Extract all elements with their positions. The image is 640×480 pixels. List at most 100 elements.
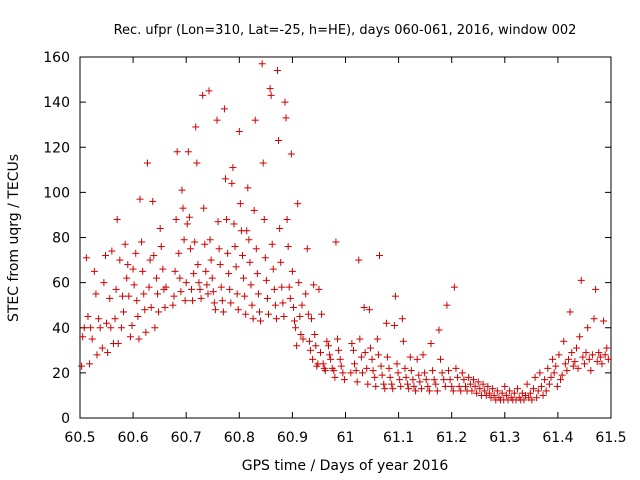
- plot-area-border: [79, 56, 612, 419]
- data-point: [452, 364, 460, 372]
- data-point: [481, 387, 489, 395]
- data-point: [506, 387, 514, 395]
- data-point: [363, 364, 371, 372]
- data-point: [335, 346, 343, 354]
- y-tick-label: 80: [52, 231, 70, 247]
- data-point: [561, 360, 569, 368]
- x-axis-label: GPS time / Days of year 2016: [242, 458, 449, 474]
- data-point: [232, 263, 240, 271]
- data-point: [271, 301, 279, 309]
- data-point: [433, 387, 441, 395]
- data-point: [479, 380, 487, 388]
- data-point: [210, 299, 218, 307]
- data-point: [280, 312, 288, 320]
- data-point: [303, 245, 311, 253]
- data-point: [422, 376, 430, 384]
- data-point: [552, 362, 560, 370]
- data-point: [476, 385, 484, 393]
- data-point: [161, 303, 169, 311]
- data-point: [523, 380, 531, 388]
- data-point: [196, 285, 204, 293]
- data-point: [493, 387, 501, 395]
- data-point: [334, 335, 342, 343]
- data-point: [277, 258, 285, 266]
- data-point: [78, 362, 86, 370]
- data-point: [455, 382, 463, 390]
- data-point: [590, 315, 598, 323]
- data-point: [539, 391, 547, 399]
- y-tick-label: 0: [61, 411, 70, 427]
- data-point: [372, 382, 380, 390]
- data-point: [407, 367, 415, 375]
- data-point: [269, 265, 277, 273]
- data-point: [108, 247, 116, 255]
- data-point: [427, 340, 435, 348]
- data-point: [259, 159, 267, 167]
- data-point: [298, 301, 306, 309]
- data-point: [437, 355, 445, 363]
- x-tick-label: 60.6: [118, 430, 149, 446]
- data-point: [195, 279, 203, 287]
- data-point: [446, 376, 454, 384]
- y-tick-label: 160: [43, 50, 70, 66]
- y-axis-label: STEC from uqrg / TECUs: [6, 154, 22, 322]
- data-point: [284, 243, 292, 251]
- data-point: [106, 294, 114, 302]
- data-point: [192, 123, 200, 131]
- data-point: [221, 175, 229, 183]
- data-point: [432, 380, 440, 388]
- data-point: [587, 367, 595, 375]
- data-point: [170, 292, 178, 300]
- data-point: [125, 292, 133, 300]
- data-point: [276, 224, 284, 232]
- data-point: [593, 358, 601, 366]
- data-point: [111, 315, 119, 323]
- data-point: [128, 321, 136, 329]
- data-point: [201, 240, 209, 248]
- data-point: [267, 91, 275, 99]
- data-point: [337, 362, 345, 370]
- data-point: [295, 279, 303, 287]
- data-point: [207, 256, 215, 264]
- data-point: [181, 297, 189, 305]
- data-point: [274, 67, 282, 75]
- data-point: [211, 306, 219, 314]
- data-point: [412, 387, 420, 395]
- data-point: [435, 326, 443, 334]
- data-point: [466, 380, 474, 388]
- data-point: [309, 355, 317, 363]
- data-point: [585, 355, 593, 363]
- data-point: [405, 385, 413, 393]
- data-point: [582, 349, 590, 357]
- data-point: [317, 349, 325, 357]
- data-point: [443, 301, 451, 309]
- data-point: [213, 116, 221, 124]
- data-point: [203, 281, 211, 289]
- data-point: [250, 206, 258, 214]
- data-point: [121, 240, 129, 248]
- data-point: [445, 367, 453, 375]
- data-point: [244, 184, 252, 192]
- data-point: [569, 362, 577, 370]
- data-point: [528, 396, 536, 404]
- data-point: [107, 324, 115, 332]
- data-point: [382, 319, 390, 327]
- data-point: [424, 382, 432, 390]
- data-point: [218, 297, 226, 305]
- data-point: [331, 373, 339, 381]
- data-point: [390, 321, 398, 329]
- data-point: [391, 292, 399, 300]
- data-point: [281, 98, 289, 106]
- data-point: [394, 369, 402, 377]
- data-point: [253, 270, 261, 278]
- x-tick-label: 60.8: [224, 430, 255, 446]
- data-point: [438, 369, 446, 377]
- data-point: [595, 349, 603, 357]
- data-point: [381, 385, 389, 393]
- data-point: [236, 200, 244, 208]
- data-point: [117, 324, 125, 332]
- data-point: [151, 324, 159, 332]
- data-point: [162, 283, 170, 291]
- data-point: [171, 267, 179, 275]
- data-point: [465, 373, 473, 381]
